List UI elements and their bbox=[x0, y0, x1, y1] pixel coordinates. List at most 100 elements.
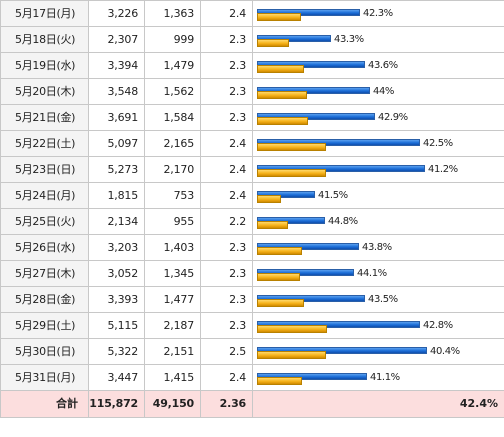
value-col2-cell: 2,151 bbox=[144, 338, 201, 365]
table-row: 5月22日(土) 5,097 2,165 2.4 42.5% bbox=[0, 130, 504, 157]
bar-wrap: 44% bbox=[257, 80, 504, 104]
part-bar bbox=[257, 91, 307, 99]
table-row: 5月29日(土) 5,115 2,187 2.3 42.8% bbox=[0, 312, 504, 339]
date-cell: 5月20日(木) bbox=[0, 78, 89, 105]
table-row: 5月23日(日) 5,273 2,170 2.4 41.2% bbox=[0, 156, 504, 183]
value-col2-cell: 2,170 bbox=[144, 156, 201, 183]
bar-cell: 43.6% bbox=[252, 52, 504, 79]
bar-pct-label: 41.5% bbox=[318, 190, 348, 201]
total-bar bbox=[257, 295, 365, 302]
bar-pct-label: 43.6% bbox=[368, 60, 398, 71]
bar-cell: 42.3% bbox=[252, 0, 504, 27]
value-col2-cell: 1,477 bbox=[144, 286, 201, 313]
value-col1-cell: 5,322 bbox=[88, 338, 145, 365]
value-col1-cell: 5,115 bbox=[88, 312, 145, 339]
value-col1-cell: 3,393 bbox=[88, 286, 145, 313]
total-bar bbox=[257, 321, 420, 328]
bar-wrap: 40.4% bbox=[257, 340, 504, 364]
bar-pct-label: 42.9% bbox=[378, 112, 408, 123]
date-cell: 5月30日(日) bbox=[0, 338, 89, 365]
date-cell: 5月21日(金) bbox=[0, 104, 89, 131]
value-col2-cell: 2,187 bbox=[144, 312, 201, 339]
value-col3-cell: 2.3 bbox=[200, 234, 253, 261]
value-col2-cell: 1,479 bbox=[144, 52, 201, 79]
bar-cell: 42.5% bbox=[252, 130, 504, 157]
part-bar bbox=[257, 247, 302, 255]
part-bar bbox=[257, 143, 326, 151]
value-col2-cell: 955 bbox=[144, 208, 201, 235]
bar-wrap: 42.3% bbox=[257, 2, 504, 26]
value-col3-cell: 2.4 bbox=[200, 0, 253, 27]
total-bar bbox=[257, 243, 359, 250]
total-bar bbox=[257, 217, 325, 224]
bar-pct-label: 43.8% bbox=[362, 242, 392, 253]
part-bar bbox=[257, 221, 288, 229]
table-row: 5月25日(火) 2,134 955 2.2 44.8% bbox=[0, 208, 504, 235]
bar-pct-label: 42.8% bbox=[423, 320, 453, 331]
bar-wrap: 41.5% bbox=[257, 184, 504, 208]
total-bar bbox=[257, 35, 331, 42]
value-col2-cell: 753 bbox=[144, 182, 201, 209]
total-bar bbox=[257, 61, 365, 68]
stats-table-body: 5月17日(月) 3,226 1,363 2.4 42.3% 5月18日(火) 2,307 9… bbox=[0, 0, 504, 418]
date-cell: 5月26日(水) bbox=[0, 234, 89, 261]
bar-wrap: 44.1% bbox=[257, 262, 504, 286]
value-col2-cell: 1,584 bbox=[144, 104, 201, 131]
value-col1-cell: 1,815 bbox=[88, 182, 145, 209]
table-row: 5月28日(金) 3,393 1,477 2.3 43.5% bbox=[0, 286, 504, 313]
total-bar bbox=[257, 113, 375, 120]
table-row: 5月31日(月) 3,447 1,415 2.4 41.1% bbox=[0, 364, 504, 391]
table-row: 5月19日(水) 3,394 1,479 2.3 43.6% bbox=[0, 52, 504, 79]
bar-cell: 40.4% bbox=[252, 338, 504, 365]
part-bar bbox=[257, 377, 302, 385]
date-cell: 5月25日(火) bbox=[0, 208, 89, 235]
value-col3-cell: 2.3 bbox=[200, 312, 253, 339]
total-bar bbox=[257, 139, 420, 146]
bar-pct-label: 41.2% bbox=[428, 164, 458, 175]
total-bar bbox=[257, 347, 427, 354]
bar-pct-label: 41.1% bbox=[370, 372, 400, 383]
value-col1-cell: 3,691 bbox=[88, 104, 145, 131]
value-col3-cell: 2.3 bbox=[200, 260, 253, 287]
bar-pct-label: 43.5% bbox=[368, 294, 398, 305]
value-col1-cell: 3,447 bbox=[88, 364, 145, 391]
bar-pct-label: 42.3% bbox=[363, 8, 393, 19]
total-bar bbox=[257, 9, 360, 16]
bar-cell: 41.5% bbox=[252, 182, 504, 209]
bar-wrap: 42.8% bbox=[257, 314, 504, 338]
date-cell: 5月18日(火) bbox=[0, 26, 89, 53]
table-row: 5月21日(金) 3,691 1,584 2.3 42.9% bbox=[0, 104, 504, 131]
date-cell: 5月24日(月) bbox=[0, 182, 89, 209]
part-bar bbox=[257, 117, 308, 125]
bar-pct-label: 42.5% bbox=[423, 138, 453, 149]
bar-cell: 42.8% bbox=[252, 312, 504, 339]
total-bar bbox=[257, 165, 425, 172]
date-cell: 5月17日(月) bbox=[0, 0, 89, 27]
total-col2: 49,150 bbox=[144, 390, 201, 418]
date-cell: 5月29日(土) bbox=[0, 312, 89, 339]
value-col3-cell: 2.4 bbox=[200, 182, 253, 209]
total-bar bbox=[257, 191, 315, 198]
value-col2-cell: 1,345 bbox=[144, 260, 201, 287]
part-bar bbox=[257, 39, 289, 47]
bar-cell: 43.8% bbox=[252, 234, 504, 261]
bar-pct-label: 43.3% bbox=[334, 34, 364, 45]
bar-pct-label: 40.4% bbox=[430, 346, 460, 357]
part-bar bbox=[257, 13, 301, 21]
bar-wrap: 41.2% bbox=[257, 158, 504, 182]
part-bar bbox=[257, 325, 327, 333]
value-col2-cell: 2,165 bbox=[144, 130, 201, 157]
date-cell: 5月19日(水) bbox=[0, 52, 89, 79]
bar-cell: 44.8% bbox=[252, 208, 504, 235]
bar-cell: 41.1% bbox=[252, 364, 504, 391]
total-pct: 42.4% bbox=[252, 390, 504, 418]
value-col1-cell: 2,134 bbox=[88, 208, 145, 235]
value-col3-cell: 2.4 bbox=[200, 364, 253, 391]
date-cell: 5月22日(土) bbox=[0, 130, 89, 157]
value-col2-cell: 1,363 bbox=[144, 0, 201, 27]
total-col1: 115,872 bbox=[88, 390, 145, 418]
bar-cell: 43.5% bbox=[252, 286, 504, 313]
value-col3-cell: 2.2 bbox=[200, 208, 253, 235]
total-bar bbox=[257, 373, 367, 380]
value-col1-cell: 3,394 bbox=[88, 52, 145, 79]
